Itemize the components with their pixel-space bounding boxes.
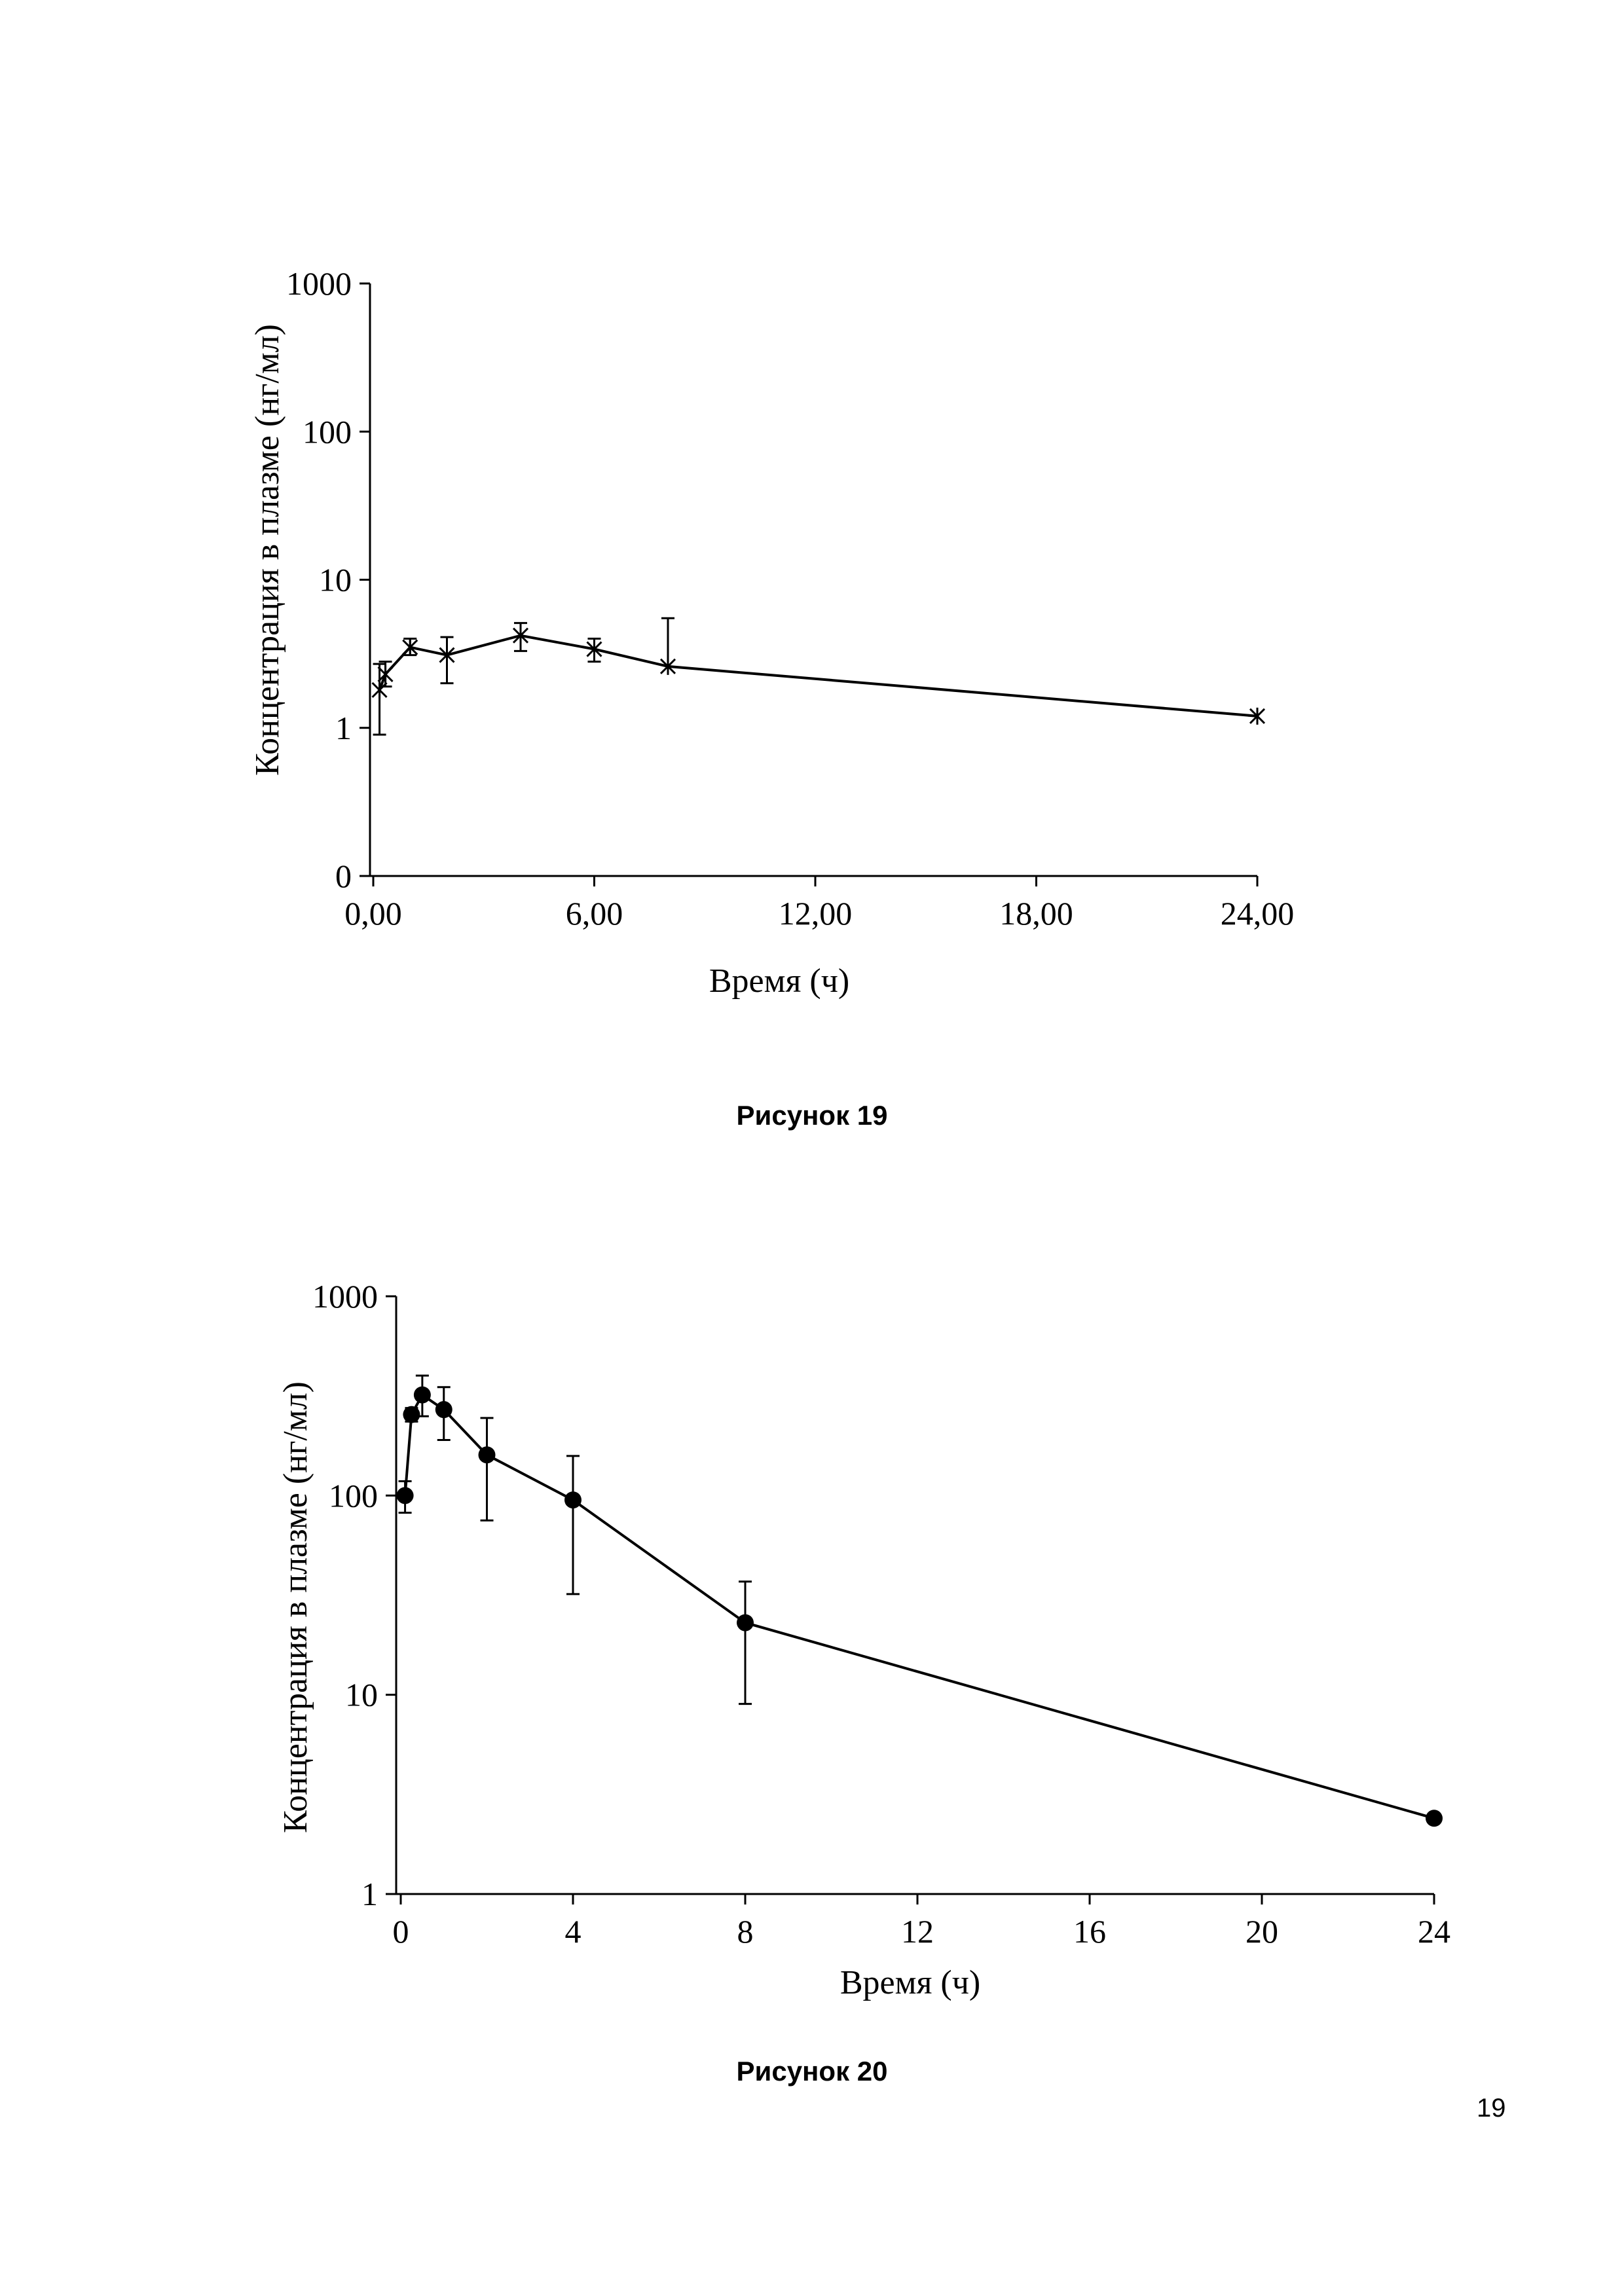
chart1-y-tick-label: 10 [319,562,352,598]
chart2-x-tick-label: 0 [393,1913,409,1950]
chart1-x-tick-label: 6,00 [566,895,623,932]
chart1-x-axis-label: Время (ч) [709,962,849,1000]
chart1-data-point [402,638,418,656]
chart1-data-point [586,640,602,658]
chart1-data-point [1249,707,1266,725]
chart2-data-point [478,1446,496,1464]
chart2-y-axis-label: Концентрация в плазме (нг/мл) [277,1381,314,1833]
chart1-data-point [439,646,455,664]
chart2-data-point [396,1487,414,1504]
chart2-data-point [403,1406,420,1423]
chart1-data-point [377,665,394,683]
chart1-y-tick-label: 0 [335,858,352,894]
chart2-x-tick-label: 12 [901,1913,934,1950]
chart2-y-tick-label: 100 [329,1477,378,1514]
figure-19-caption: Рисунок 19 [736,1100,888,1131]
chart1-x-tick-label: 0,00 [344,895,402,932]
chart2-x-tick-label: 4 [565,1913,581,1950]
chart1-y-tick-label: 1000 [286,265,352,302]
chart-figure-19: Концентрация в плазме (нг/мл) Время (ч) … [249,265,1294,1000]
chart2-y-tick-label: 1000 [312,1278,378,1315]
chart1-y-axis-label: Концентрация в плазме (нг/мл) [249,324,286,776]
chart1-x-tick-label: 24,00 [1221,895,1295,932]
chart2-data-point [413,1386,431,1404]
chart1-y-tick-label: 1 [335,710,352,746]
chart1-x-tick-label: 12,00 [779,895,853,932]
chart2-data-point [1426,1810,1443,1827]
chart2-x-axis-label: Время (ч) [840,1964,980,2001]
chart2-data-point [737,1614,754,1631]
chart1-data-point [512,627,529,644]
chart2-data-point [435,1401,452,1419]
chart2-y-tick-label: 1 [361,1876,378,1912]
chart2-x-tick-label: 16 [1073,1913,1106,1950]
chart2-series-line [403,1393,1435,1820]
chart1-y-tick-label: 100 [303,413,352,450]
chart-figure-20: Концентрация в плазме (нг/мл) Время (ч) … [277,1278,1450,2001]
chart2-x-tick-label: 24 [1418,1913,1450,1950]
figure-20-caption: Рисунок 20 [736,2056,888,2086]
page-number: 19 [1477,2094,1506,2123]
chart2-y-tick-label: 10 [345,1677,378,1713]
chart1-data-point [659,657,676,675]
chart1-series-line [378,634,1258,718]
chart1-x-tick-label: 18,00 [999,895,1073,932]
chart2-x-tick-label: 20 [1246,1913,1278,1950]
chart1-data-point [371,681,388,699]
chart2-x-tick-label: 8 [737,1913,754,1950]
chart2-data-point [564,1491,581,1509]
